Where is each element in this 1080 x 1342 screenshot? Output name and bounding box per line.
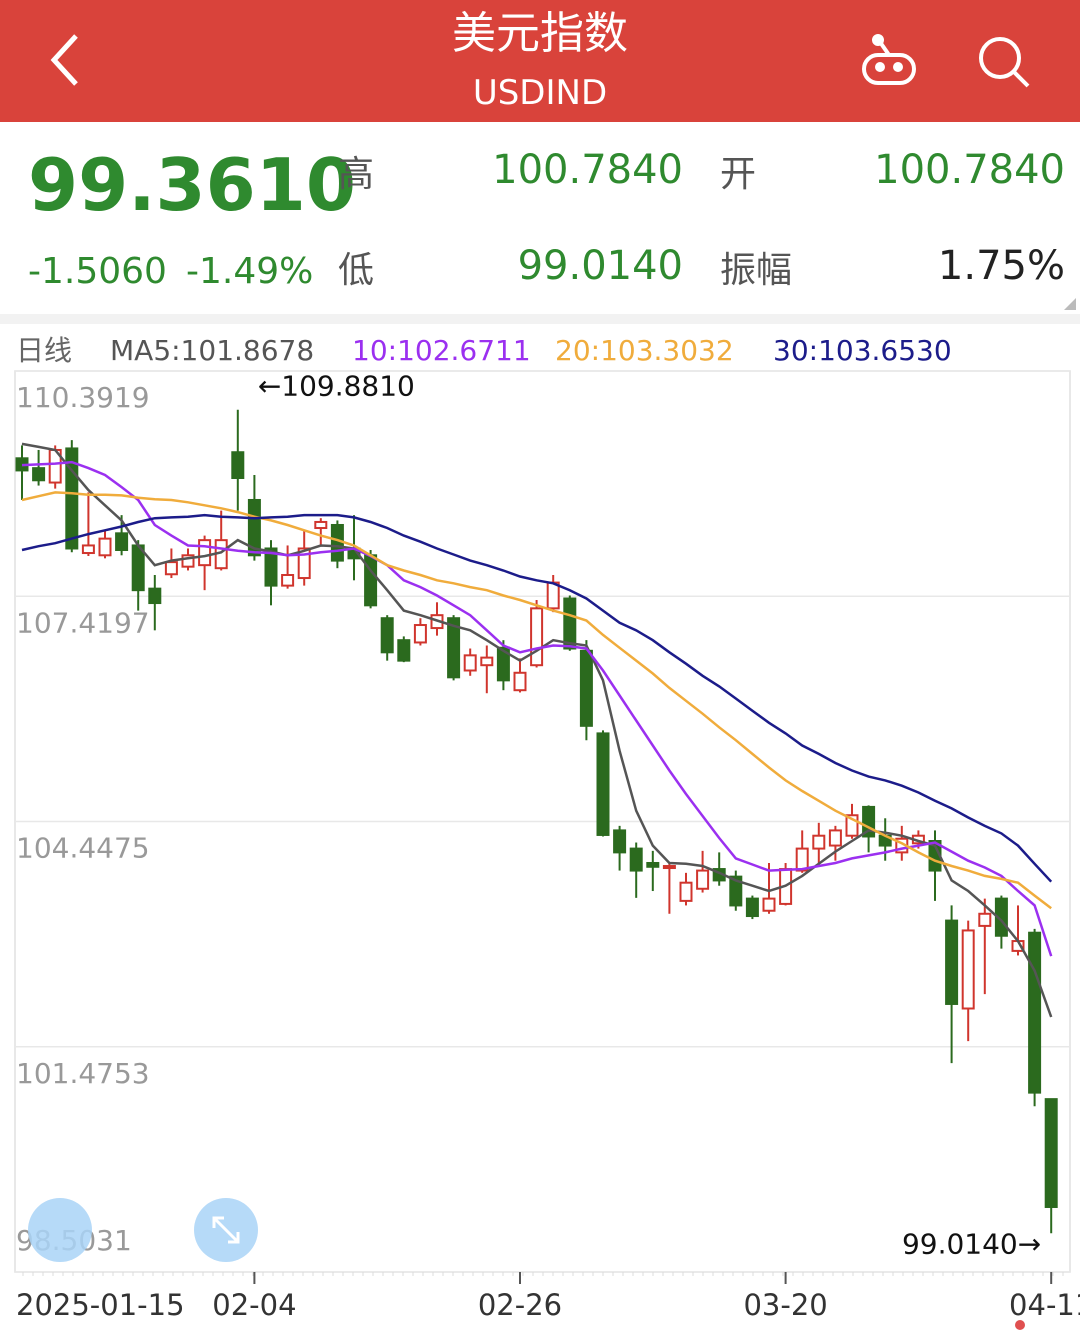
price: 99.3610	[28, 143, 356, 227]
candle-body	[297, 547, 311, 580]
search-icon[interactable]	[979, 37, 1030, 88]
candle-body	[264, 547, 278, 587]
x-tick-label: 03-20	[743, 1288, 827, 1322]
candle-body	[397, 639, 411, 662]
candle-body	[380, 617, 394, 654]
candle-body	[413, 624, 427, 644]
candle-body	[81, 544, 95, 555]
candle-body	[563, 597, 577, 650]
subtitle: USDIND	[473, 73, 607, 113]
amplitude-value: 1.75%	[938, 243, 1065, 289]
legend-entry: MA5:101.8678	[110, 334, 314, 367]
indicator-dot	[1015, 1320, 1025, 1330]
candle-body	[961, 929, 975, 1010]
candle-body	[463, 654, 477, 672]
candle-body	[845, 814, 859, 837]
candle-body	[281, 574, 295, 587]
candle-body	[1028, 931, 1042, 1094]
candle-body	[546, 581, 560, 610]
candle-body	[480, 656, 494, 667]
candle-body	[762, 897, 776, 912]
candle-body	[98, 537, 112, 557]
candle-body	[131, 544, 145, 592]
candle-body	[364, 554, 378, 607]
candle-body	[148, 587, 162, 605]
high-value: 100.7840	[492, 147, 683, 193]
candle-body	[729, 875, 743, 907]
ma-line	[21, 491, 1052, 910]
candle-body	[629, 847, 643, 872]
candle-body	[1044, 1098, 1058, 1208]
candle-body	[530, 607, 544, 667]
legend-entry: 30:103.6530	[773, 334, 952, 367]
y-tick-label: 110.3919	[16, 381, 150, 414]
open-label: 开	[720, 154, 756, 195]
low-value: 99.0140	[518, 243, 683, 289]
expand-corner[interactable]	[1064, 298, 1076, 310]
x-tick-label: 04-11	[1009, 1288, 1080, 1322]
candle-body	[596, 732, 610, 836]
candle-body	[745, 897, 759, 918]
title: 美元指数	[452, 8, 628, 59]
y-tick-label: 101.4753	[16, 1057, 150, 1090]
candle-body	[496, 646, 510, 682]
amplitude-label: 振幅	[720, 250, 792, 291]
fullscreen-icon	[212, 1216, 240, 1244]
low-label: 低	[338, 250, 374, 291]
candle-body	[662, 865, 676, 870]
ma-line	[21, 442, 1053, 1018]
candle-body	[181, 554, 195, 568]
candle-body	[513, 671, 527, 692]
robot-icon[interactable]	[862, 34, 916, 85]
header-bar	[0, 0, 1080, 122]
candle-body	[65, 447, 79, 550]
y-tick-label: 104.4475	[16, 832, 150, 865]
candle-body	[945, 919, 959, 1005]
candle-body	[164, 561, 178, 576]
candle-body	[613, 829, 627, 854]
min-label: 99.0140→	[902, 1227, 1041, 1260]
change-pct: -1.49%	[186, 251, 313, 292]
candle-body	[447, 617, 461, 679]
candle-body	[828, 829, 842, 847]
candle-body	[795, 847, 809, 872]
ma-line	[21, 513, 1053, 883]
candle-body	[231, 451, 245, 480]
plot: 110.3919107.4197104.4475101.475398.50312…	[15, 370, 1080, 1322]
overlay-button[interactable]	[28, 1198, 92, 1262]
candle-body	[115, 532, 129, 551]
back-button[interactable]	[50, 34, 78, 86]
candle-body	[247, 498, 261, 557]
ma-line	[21, 460, 1053, 957]
candle-body	[646, 861, 660, 868]
open-value: 100.7840	[874, 147, 1065, 193]
period: 日线	[16, 334, 72, 367]
candle-body	[679, 881, 693, 902]
high-label: 高	[338, 154, 374, 195]
candle-body	[978, 912, 992, 927]
change: -1.5060	[28, 251, 167, 292]
x-tick-label: 02-04	[212, 1288, 296, 1322]
candle-body	[696, 869, 710, 890]
legend-entry: 10:102.6711	[352, 334, 531, 367]
candle-body	[862, 805, 876, 838]
max-label: ←109.8810	[258, 370, 415, 403]
candle-body	[198, 539, 212, 567]
y-tick-label: 107.4197	[16, 606, 150, 639]
candle-body	[314, 520, 328, 530]
candle-body	[812, 834, 826, 850]
candle-body	[579, 649, 593, 727]
candle-body	[32, 467, 46, 482]
x-tick-label: 02-26	[478, 1288, 562, 1322]
separator	[0, 314, 1080, 324]
candle-body	[330, 523, 344, 562]
legend-entry: 20:103.3032	[555, 334, 734, 367]
x-tick-label: 2025-01-15	[16, 1288, 185, 1322]
